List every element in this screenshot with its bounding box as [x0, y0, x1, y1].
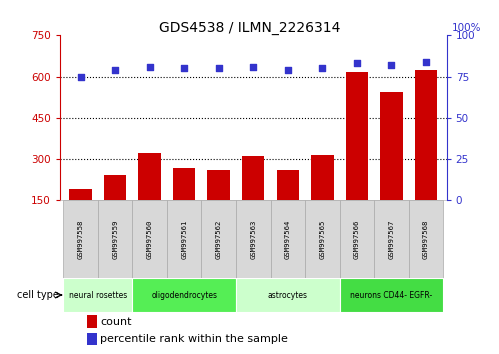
Text: count: count [100, 316, 132, 326]
Bar [380, 92, 403, 200]
Text: GSM997567: GSM997567 [388, 219, 394, 259]
Text: GSM997558: GSM997558 [78, 219, 84, 259]
Bar [208, 170, 230, 200]
Bar [63, 200, 98, 278]
Bar [132, 200, 167, 278]
Bar [202, 200, 236, 278]
Bar [132, 278, 236, 312]
Text: GSM997562: GSM997562 [216, 219, 222, 259]
Text: cell type: cell type [17, 290, 59, 300]
Point [422, 59, 430, 64]
Bar [311, 155, 333, 200]
Text: percentile rank within the sample: percentile rank within the sample [100, 334, 288, 344]
Point [249, 64, 257, 69]
Bar [346, 73, 368, 200]
Bar [236, 200, 270, 278]
Point [284, 67, 292, 73]
Bar [98, 200, 132, 278]
Point [387, 62, 395, 68]
Bar [63, 278, 132, 312]
Bar [87, 315, 97, 327]
Bar [167, 200, 202, 278]
Text: GSM997563: GSM997563 [250, 219, 256, 259]
Bar [104, 175, 126, 200]
Text: GDS4538 / ILMN_2226314: GDS4538 / ILMN_2226314 [159, 21, 340, 35]
Text: 100%: 100% [452, 23, 482, 33]
Text: GSM997565: GSM997565 [319, 219, 325, 259]
Text: GSM997559: GSM997559 [112, 219, 118, 259]
Point [318, 65, 326, 71]
Text: GSM997561: GSM997561 [181, 219, 187, 259]
Bar [276, 170, 299, 200]
Point [215, 65, 223, 71]
Bar [305, 200, 339, 278]
Text: neural rosettes: neural rosettes [69, 291, 127, 299]
Point [77, 74, 85, 79]
Text: GSM997564: GSM997564 [285, 219, 291, 259]
Text: GSM997568: GSM997568 [423, 219, 429, 259]
Point [180, 65, 188, 71]
Bar [173, 169, 196, 200]
Point [111, 67, 119, 73]
Bar [415, 70, 437, 200]
Bar [87, 333, 97, 345]
Bar [409, 200, 443, 278]
Bar [339, 200, 374, 278]
Text: neurons CD44- EGFR-: neurons CD44- EGFR- [350, 291, 433, 299]
Bar [69, 189, 92, 200]
Bar [339, 278, 443, 312]
Bar [138, 153, 161, 200]
Bar [270, 200, 305, 278]
Text: astrocytes: astrocytes [268, 291, 308, 299]
Text: GSM997560: GSM997560 [147, 219, 153, 259]
Bar [374, 200, 409, 278]
Text: GSM997566: GSM997566 [354, 219, 360, 259]
Point [146, 64, 154, 69]
Bar [242, 156, 264, 200]
Point [353, 61, 361, 66]
Text: oligodendrocytes: oligodendrocytes [151, 291, 217, 299]
Bar [236, 278, 339, 312]
